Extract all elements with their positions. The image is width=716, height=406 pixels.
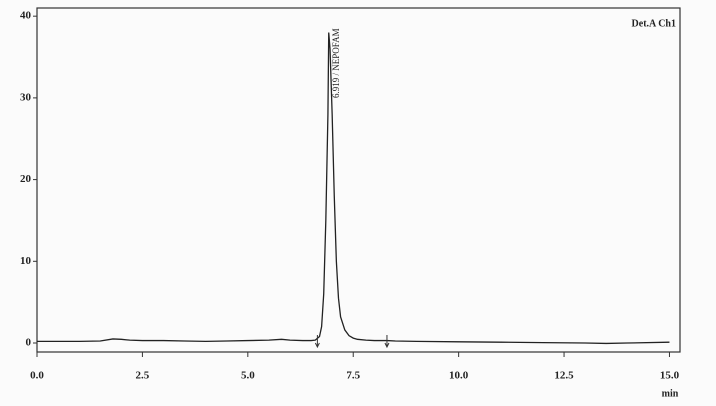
x-tick-label: 2.5 xyxy=(136,370,150,382)
x-axis-label: min xyxy=(662,388,679,399)
baseline-marker xyxy=(314,335,320,349)
x-tick-label: 10.0 xyxy=(449,370,469,382)
y-tick-label: 20 xyxy=(20,173,32,185)
x-tick-label: 12.5 xyxy=(554,370,574,382)
y-tick-label: 0 xyxy=(26,337,32,349)
x-tick-label: 7.5 xyxy=(346,370,360,382)
y-tick-label: 30 xyxy=(20,91,32,103)
x-tick-label: 15.0 xyxy=(660,370,680,382)
peak-annotation: 6.919 / NEPOFAM xyxy=(331,28,341,98)
detector-label: Det.A Ch1 xyxy=(632,18,676,29)
signal-line xyxy=(37,32,670,345)
x-tick-label: 0.0 xyxy=(30,370,44,382)
y-tick-label: 10 xyxy=(20,255,32,267)
plot-frame xyxy=(36,7,681,353)
baseline-marker xyxy=(384,335,390,349)
y-tick-label: 40 xyxy=(20,10,32,22)
x-tick-label: 5.0 xyxy=(241,370,255,382)
